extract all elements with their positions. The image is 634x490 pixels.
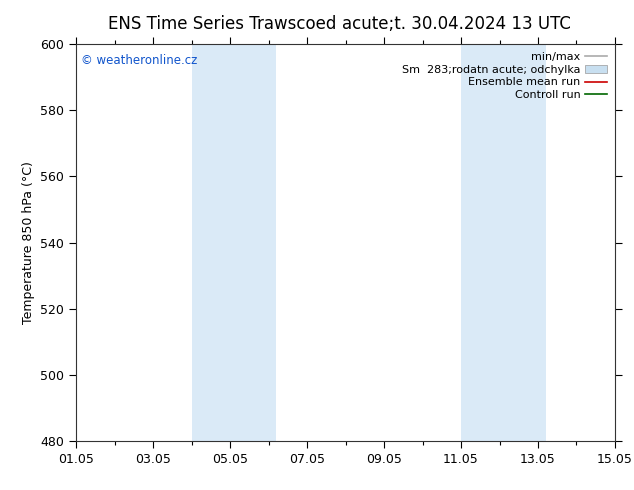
Text: © weatheronline.cz: © weatheronline.cz — [81, 54, 198, 67]
Bar — [191, 44, 276, 441]
Text: acute;t. 30.04.2024 13 UTC: acute;t. 30.04.2024 13 UTC — [342, 15, 571, 33]
Y-axis label: Temperature 850 hPa (°C): Temperature 850 hPa (°C) — [22, 161, 35, 324]
Bar — [461, 44, 546, 441]
Legend: min/max, Sm  283;rodatn acute; odchylka, Ensemble mean run, Controll run: min/max, Sm 283;rodatn acute; odchylka, … — [398, 48, 612, 105]
Text: ENS Time Series Trawscoed: ENS Time Series Trawscoed — [108, 15, 336, 33]
